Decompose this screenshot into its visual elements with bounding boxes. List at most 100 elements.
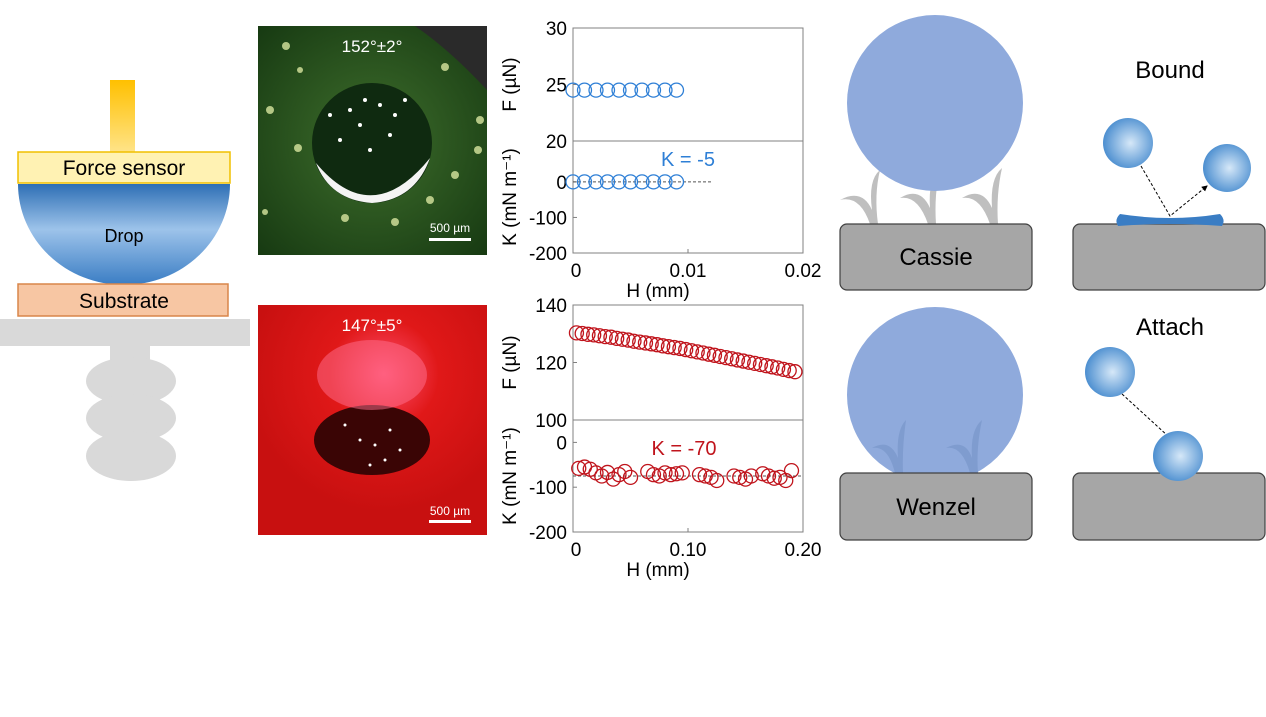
data-point [622,82,639,98]
data-point [565,82,581,98]
data-point [657,465,673,481]
data-point [586,327,602,343]
data-point [574,325,590,342]
drop [847,15,1023,191]
bound-label: Bound [1135,57,1204,84]
data-point [565,174,581,190]
data-point [576,174,593,190]
data-point [620,332,636,348]
photo-red: 147°±5° 500 µm [258,305,487,535]
attached-drop [1153,431,1203,481]
trajectory-arrow [1140,165,1208,217]
data-point [617,463,633,480]
y-tick-label: 25 [546,76,567,97]
stage [0,319,250,346]
k-annotation: K = -70 [651,438,716,460]
data-point [655,338,671,354]
data-point [591,328,608,344]
data-point [683,343,700,359]
data-point [660,339,677,355]
data-point [783,462,800,479]
y-tick-label: -200 [529,523,567,544]
data-point [603,329,619,345]
data-point [637,335,654,351]
y-axis-label: F (µN) [500,335,521,389]
x-tick-label: 0.02 [785,261,822,282]
incoming-drop [1103,118,1153,168]
x-tick-label: 0 [571,540,582,561]
data-point [634,174,650,190]
rebound-drop [1203,144,1251,192]
scale-bar-label: 500 µm [430,221,470,235]
data-point [649,337,665,353]
data-point [770,360,786,376]
data-point [709,472,725,489]
x-axis-label: H (mm) [626,560,689,581]
x-tick-label: 0 [571,261,582,282]
drop [847,307,1023,483]
y-tick-label: 30 [546,19,567,40]
data-point [657,82,673,98]
data-point [689,344,705,360]
data-point [706,347,723,363]
scale-bar-label: 500 µm [430,504,470,518]
cassie-label: Cassie [899,244,972,271]
drop [18,184,230,285]
data-point [645,82,662,98]
sensor-stem [110,80,135,153]
spread-film [1116,214,1224,226]
data-point [634,82,650,98]
wenzel-schematic: Wenzel [839,307,1033,541]
plot-frame [572,304,804,421]
data-point [695,345,711,361]
data-point [588,174,604,190]
plot-frame [572,27,804,142]
stage-screw [86,345,176,481]
data-point [678,341,694,358]
scale-bar [429,238,471,241]
trajectory-line [1121,393,1169,437]
data-point [626,333,642,349]
wenzel-label: Wenzel [896,494,976,521]
data-point [597,328,613,345]
attach-label: Attach [1136,314,1204,341]
y-tick-label: 0 [556,173,567,194]
data-point [741,354,757,370]
data-point [643,336,659,352]
data-point [622,469,639,485]
data-point [599,82,616,98]
substrate-block [839,223,1033,291]
force-sensor [17,151,231,184]
contact-angle-label: 152°±2° [342,37,403,56]
data-point [663,467,679,483]
data-point [735,353,751,369]
data-point [668,174,685,190]
setup-diagram: Force sensor Drop Substrate [0,80,250,481]
x-tick-label: 0.01 [670,261,707,282]
y-tick-label: 120 [535,354,567,375]
data-point [787,364,803,380]
data-point [576,82,593,98]
data-point [766,470,782,486]
substrate-block [1072,472,1266,541]
data-point [691,467,708,483]
data-point [724,351,740,367]
data-point [588,82,604,98]
y-tick-label: -200 [529,244,567,265]
data-point [632,334,648,350]
x-tick-label: 0.20 [785,540,822,561]
y-tick-label: -100 [529,208,567,229]
data-point [571,460,587,477]
scale-bar [429,520,471,523]
data-point [668,82,685,98]
data-point [599,174,616,190]
x-axis-label: H (mm) [626,281,689,302]
data-point [609,330,625,347]
data-point [712,348,728,365]
data-point [732,469,748,485]
y-axis-label: K (mN m⁻¹) [500,148,521,246]
substrate-block [1072,223,1266,291]
data-point [752,356,769,373]
y-tick-label: 20 [546,132,567,153]
